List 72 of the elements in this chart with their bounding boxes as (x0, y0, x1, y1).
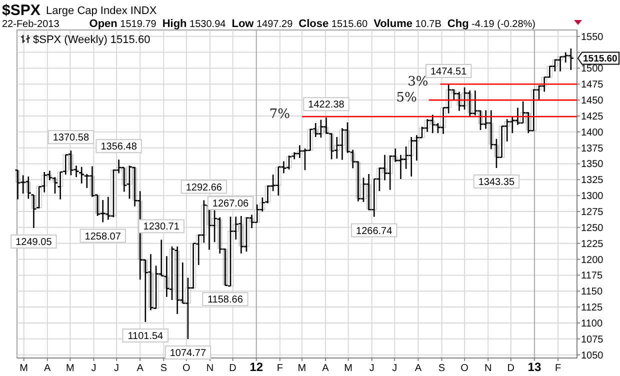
legend-label: $SPX (Weekly) 1515.60 (33, 34, 150, 46)
y-tick-label: 1350 (581, 159, 604, 170)
text: Open 1519.79 (89, 18, 157, 30)
y-tick-label: 1225 (581, 238, 604, 250)
x-tick-label: 13 (528, 360, 542, 374)
y-tick-label: 1100 (581, 318, 603, 330)
chart-title: $SPX (2, 2, 40, 19)
x-tick-label: J (114, 363, 120, 374)
text: 22-Feb-2013 (2, 19, 60, 30)
x-tick-label: J (91, 363, 96, 374)
text: Low 1497.29 (232, 18, 294, 30)
y-tick-label: 1375 (581, 143, 604, 154)
annotation: 1474.51 (430, 66, 468, 78)
annotation: 1230.71 (143, 222, 180, 233)
y-tick-label: 1050 (581, 350, 604, 362)
text: 1515.60 (583, 54, 618, 65)
y-tick-label: 1075 (581, 334, 604, 346)
annotation: 3% (408, 74, 428, 90)
y-tick-label: 1500 (581, 64, 604, 75)
x-tick-label: A (44, 363, 52, 374)
x-tick-label: J (392, 363, 398, 374)
annotation: 1158.66 (207, 294, 244, 306)
y-tick-label: 1275 (581, 207, 604, 218)
x-tick-label: S (160, 363, 168, 374)
annotation: 1074.77 (170, 348, 206, 360)
x-tick-label: 12 (250, 360, 264, 374)
x-tick-label: N (484, 363, 492, 374)
y-tick-label: 1125 (581, 302, 603, 314)
y-tick-label: 1400 (581, 127, 604, 138)
chart-subtitle: Large Cap Index INDX (46, 5, 158, 17)
x-tick-label: O (460, 363, 469, 374)
text: Close 1515.60 (298, 18, 368, 30)
y-tick-label: 1450 (581, 96, 604, 107)
x-tick-label: F (554, 363, 562, 374)
x-tick-label: A (136, 363, 144, 374)
annotation: 1267.06 (212, 198, 250, 210)
annotation: 1101.54 (128, 330, 164, 342)
x-tick-label: A (414, 363, 422, 374)
annotation: 1292.66 (186, 182, 222, 194)
x-tick-label: D (229, 363, 236, 374)
y-tick-label: 1150 (581, 286, 603, 298)
y-tick-label: 1200 (581, 254, 604, 266)
y-tick-label: 1175 (581, 270, 603, 282)
annotation: 1422.38 (308, 100, 345, 111)
x-tick-label: S (438, 363, 446, 374)
y-tick-label: 1250 (581, 222, 604, 234)
y-tick-label: 1325 (581, 175, 604, 186)
x-tick-label: A (322, 363, 330, 374)
x-tick-label: F (276, 363, 283, 374)
y-tick-label: 1425 (581, 111, 604, 122)
y-tick-label: 1300 (581, 191, 604, 202)
x-tick-label: N (206, 363, 214, 374)
x-tick-label: M (344, 363, 352, 374)
x-tick-label: M (66, 363, 74, 374)
x-tick-label: M (298, 363, 306, 374)
annotation: 5% (396, 90, 417, 106)
annotation: 1258.07 (84, 231, 122, 242)
x-tick-label: M (20, 363, 28, 374)
text: High 1530.94 (162, 18, 226, 30)
annotation: 1370.58 (52, 132, 90, 144)
annotation: 7% (269, 106, 290, 122)
x-tick-label: D (507, 363, 515, 374)
y-tick-label: 1475 (581, 80, 604, 91)
x-tick-label: J (369, 363, 374, 374)
text: Volume 10.7B (374, 18, 442, 30)
y-tick-label: 1550 (581, 32, 604, 43)
text: Chg -4.19 (-0.28%) (447, 18, 536, 30)
annotation: 1266.74 (356, 226, 393, 237)
annotation: 1356.48 (100, 142, 138, 153)
x-tick-label: O (182, 363, 191, 374)
annotation: 1249.05 (16, 237, 52, 248)
annotation: 1343.35 (478, 176, 515, 188)
